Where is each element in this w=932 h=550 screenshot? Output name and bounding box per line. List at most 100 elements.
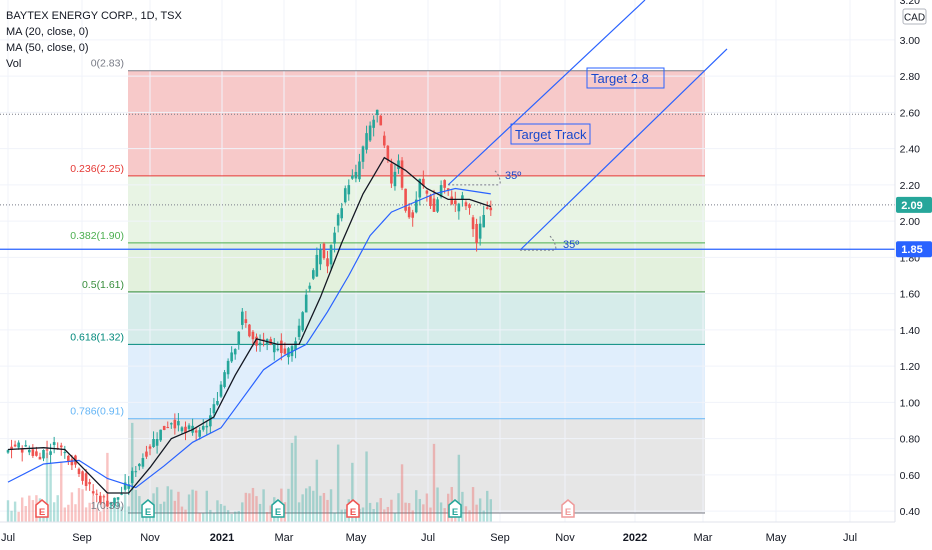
candle [468, 203, 471, 215]
volume-bars [6, 422, 492, 522]
fib-lines [0, 70, 895, 514]
candle-body [418, 178, 422, 198]
legend-vol[interactable]: Vol [6, 58, 22, 70]
candle-body [294, 341, 297, 351]
volume-bar [99, 511, 102, 522]
candle [475, 218, 478, 252]
candle [102, 494, 106, 504]
volume-bar [461, 491, 464, 522]
volume-bar [155, 487, 159, 522]
y-axis: 0.400.600.801.001.201.401.601.802.002.20… [894, 0, 932, 522]
candle [244, 310, 248, 328]
candle-body [375, 109, 379, 115]
candle-body [31, 449, 35, 456]
candle-body [152, 438, 155, 448]
volume-bar [439, 502, 443, 522]
candle [145, 445, 148, 459]
volume-bar [230, 513, 233, 522]
volume-bar [56, 495, 59, 522]
candle [336, 212, 340, 233]
legend-title[interactable]: BAYTEX ENERGY CORP., 1D, TSX [6, 10, 182, 22]
candle [123, 474, 127, 492]
candle-body [49, 451, 52, 455]
legend-ma50[interactable]: MA (50, close, 0) [6, 42, 89, 54]
candle [95, 489, 99, 503]
volume-bar [265, 512, 269, 522]
candle [280, 333, 283, 361]
candle-body [248, 324, 251, 337]
candle-body [42, 450, 45, 459]
volume-bar [45, 452, 49, 522]
x-tick-label: Mar [275, 532, 294, 544]
candle [177, 413, 180, 432]
candle [230, 346, 233, 363]
trend-lines [447, 0, 728, 251]
candle [45, 440, 49, 459]
candle [312, 268, 315, 281]
candle-body [233, 349, 237, 355]
candle-body [216, 400, 219, 405]
candle-body [187, 425, 191, 429]
candle [233, 348, 237, 360]
candle [194, 427, 198, 441]
volume-bar [329, 489, 333, 522]
candle-body [205, 425, 209, 428]
candle [454, 191, 457, 213]
candle-body [255, 336, 258, 346]
candle [301, 311, 304, 332]
volume-bar [361, 507, 365, 522]
candle [13, 440, 17, 448]
candle-body [414, 199, 418, 213]
volume-bar [191, 489, 194, 522]
candle-body [116, 497, 120, 500]
volume-bar [216, 500, 219, 522]
candle [390, 158, 393, 188]
fib-label: 0.786(0.91) [70, 406, 124, 418]
volume-bar [234, 511, 237, 522]
volume-bar [482, 510, 485, 522]
candle-body [237, 331, 241, 345]
legend-ma20[interactable]: MA (20, close, 0) [6, 26, 89, 38]
candle-body [404, 188, 407, 211]
fib-band [128, 418, 705, 513]
candle [397, 154, 400, 174]
x-tick-label: Sep [72, 532, 92, 544]
angle-arc-lower [549, 235, 557, 251]
candle [404, 188, 407, 213]
candle [425, 189, 429, 202]
candle-body [411, 212, 414, 218]
candle-body [439, 185, 443, 197]
volume-bar [63, 507, 66, 522]
annotation-target: Target 2.8 [591, 71, 649, 86]
candle [471, 214, 475, 237]
volume-bar [383, 509, 386, 522]
volume-bar [407, 503, 411, 522]
x-tick-label: Sep [490, 532, 510, 544]
candle [134, 466, 138, 478]
current-price-label: 2.09 [901, 200, 922, 212]
volume-bar [17, 511, 20, 522]
volume-bar [24, 506, 27, 522]
volume-bar [301, 494, 304, 522]
volume-bar [184, 509, 187, 522]
volume-bar [312, 490, 315, 522]
y-tick-label: 3.00 [900, 35, 921, 47]
volume-bar [372, 509, 375, 522]
volume-bar [237, 510, 240, 522]
earnings-marker: E [141, 499, 155, 518]
candle-body [464, 202, 468, 207]
volume-bar [443, 508, 446, 522]
candle [262, 332, 265, 347]
volume-bar [422, 504, 425, 522]
volume-bar [418, 498, 421, 522]
candle-body [180, 427, 184, 432]
earnings-marker: E [271, 499, 285, 518]
volume-bar [425, 493, 429, 522]
candle-body [276, 348, 280, 351]
candle-body [84, 473, 88, 486]
candle-body [272, 343, 276, 353]
volume-bar [88, 502, 91, 522]
candle [223, 369, 226, 389]
annotation-track: Target Track [515, 127, 587, 142]
